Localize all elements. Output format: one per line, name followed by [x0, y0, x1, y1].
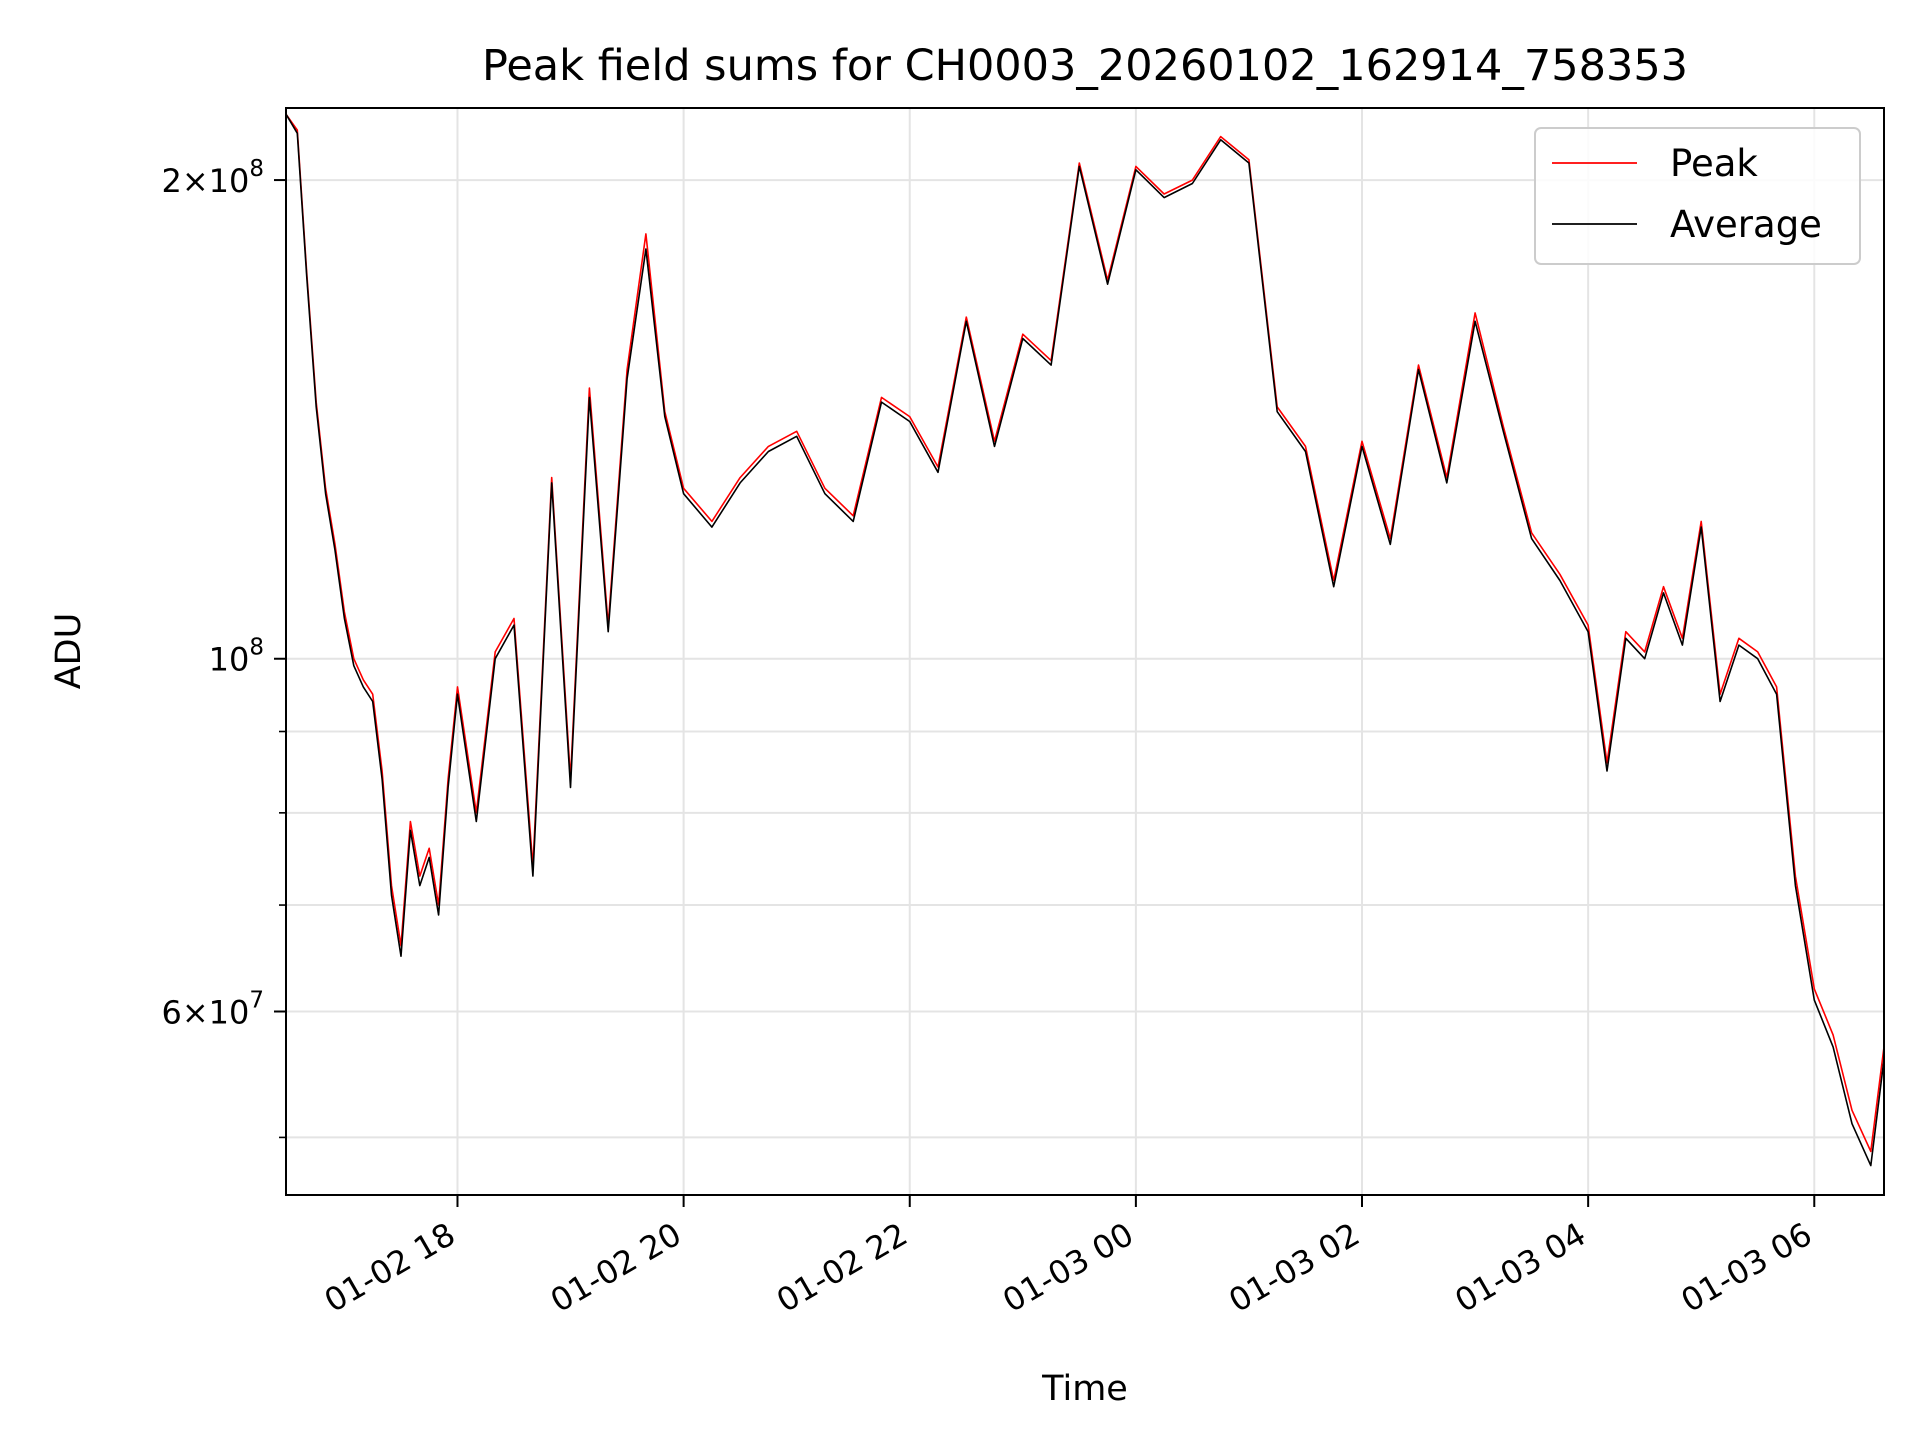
y-tick-label: 2×108: [161, 156, 264, 200]
chart-title: Peak field sums for CH0003_20260102_1629…: [482, 41, 1688, 91]
y-axis-label: ADU: [49, 613, 89, 690]
legend-label-average: Average: [1670, 203, 1822, 246]
series-line-average: [285, 113, 1885, 1167]
y-tick-label: 108: [209, 635, 264, 679]
x-axis-label: Time: [1041, 1369, 1128, 1409]
grid: [286, 108, 1884, 1195]
legend: Peak Average: [1534, 127, 1861, 265]
series-lines: [285, 113, 1885, 1167]
legend-label-peak: Peak: [1670, 142, 1758, 185]
y-tick-label: 6×107: [161, 988, 264, 1032]
legend-box: [1534, 127, 1861, 265]
plot-frame: [285, 107, 1885, 1196]
series-line-peak: [285, 113, 1885, 1153]
